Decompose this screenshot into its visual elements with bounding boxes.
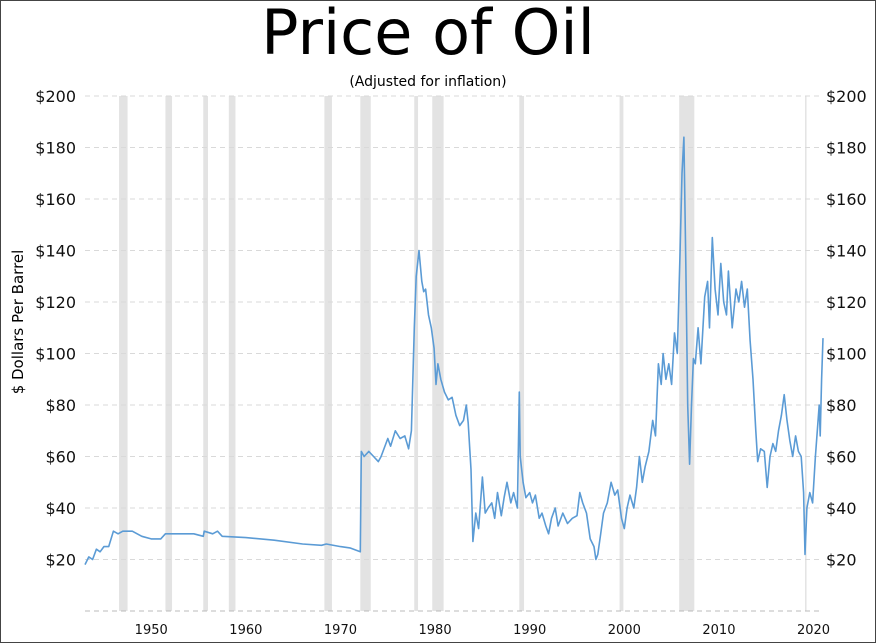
y-tick-right-60: $60 [826, 448, 857, 467]
y-tick-left-100: $100 [35, 345, 76, 364]
y-tick-left-120: $120 [35, 293, 76, 312]
x-tick-1960: 1960 [229, 623, 262, 638]
y-tick-right-140: $140 [826, 242, 867, 261]
y-tick-left-40: $40 [45, 499, 76, 518]
y-tick-right-80: $80 [826, 396, 857, 415]
y-tick-left-80: $80 [45, 396, 76, 415]
x-tick-2010: 2010 [702, 623, 735, 638]
y-tick-left-200: $200 [35, 87, 76, 106]
y-tick-left-180: $180 [35, 139, 76, 158]
x-ticks: 1950 1960 1970 1980 1990 2000 2010 2020 [135, 623, 830, 638]
y-tick-right-40: $40 [826, 499, 857, 518]
y-tick-right-100: $100 [826, 345, 867, 364]
x-tick-1980: 1980 [419, 623, 452, 638]
x-tick-1970: 1970 [324, 623, 357, 638]
y-tick-right-20: $20 [826, 551, 857, 570]
y-tick-left-140: $140 [35, 242, 76, 261]
y-tick-right-200: $200 [826, 87, 867, 106]
y-tick-right-120: $120 [826, 293, 867, 312]
y-tick-left-160: $160 [35, 190, 76, 209]
series-group [84, 136, 824, 565]
x-tick-2020: 2020 [797, 623, 830, 638]
recession-band-9 [619, 96, 624, 611]
y-ticks-left: $20 $40 $60 $80 $100 $120 $140 $160 $180 $200 [35, 87, 76, 570]
y-ticks-right: $20 $40 $60 $80 $100 $120 $140 $160 $180 $200 [826, 87, 867, 570]
x-tick-1950: 1950 [135, 623, 168, 638]
series-line-0 [84, 136, 824, 565]
x-tick-2000: 2000 [608, 623, 641, 638]
x-tick-1990: 1990 [513, 623, 546, 638]
y-tick-right-180: $180 [826, 139, 867, 158]
recession-band-6 [414, 96, 419, 611]
y-tick-left-20: $20 [45, 551, 76, 570]
chart-title: Price of Oil [261, 0, 595, 69]
y-tick-right-160: $160 [826, 190, 867, 209]
y-tick-left-60: $60 [45, 448, 76, 467]
chart-subtitle: (Adjusted for inflation) [349, 74, 507, 90]
